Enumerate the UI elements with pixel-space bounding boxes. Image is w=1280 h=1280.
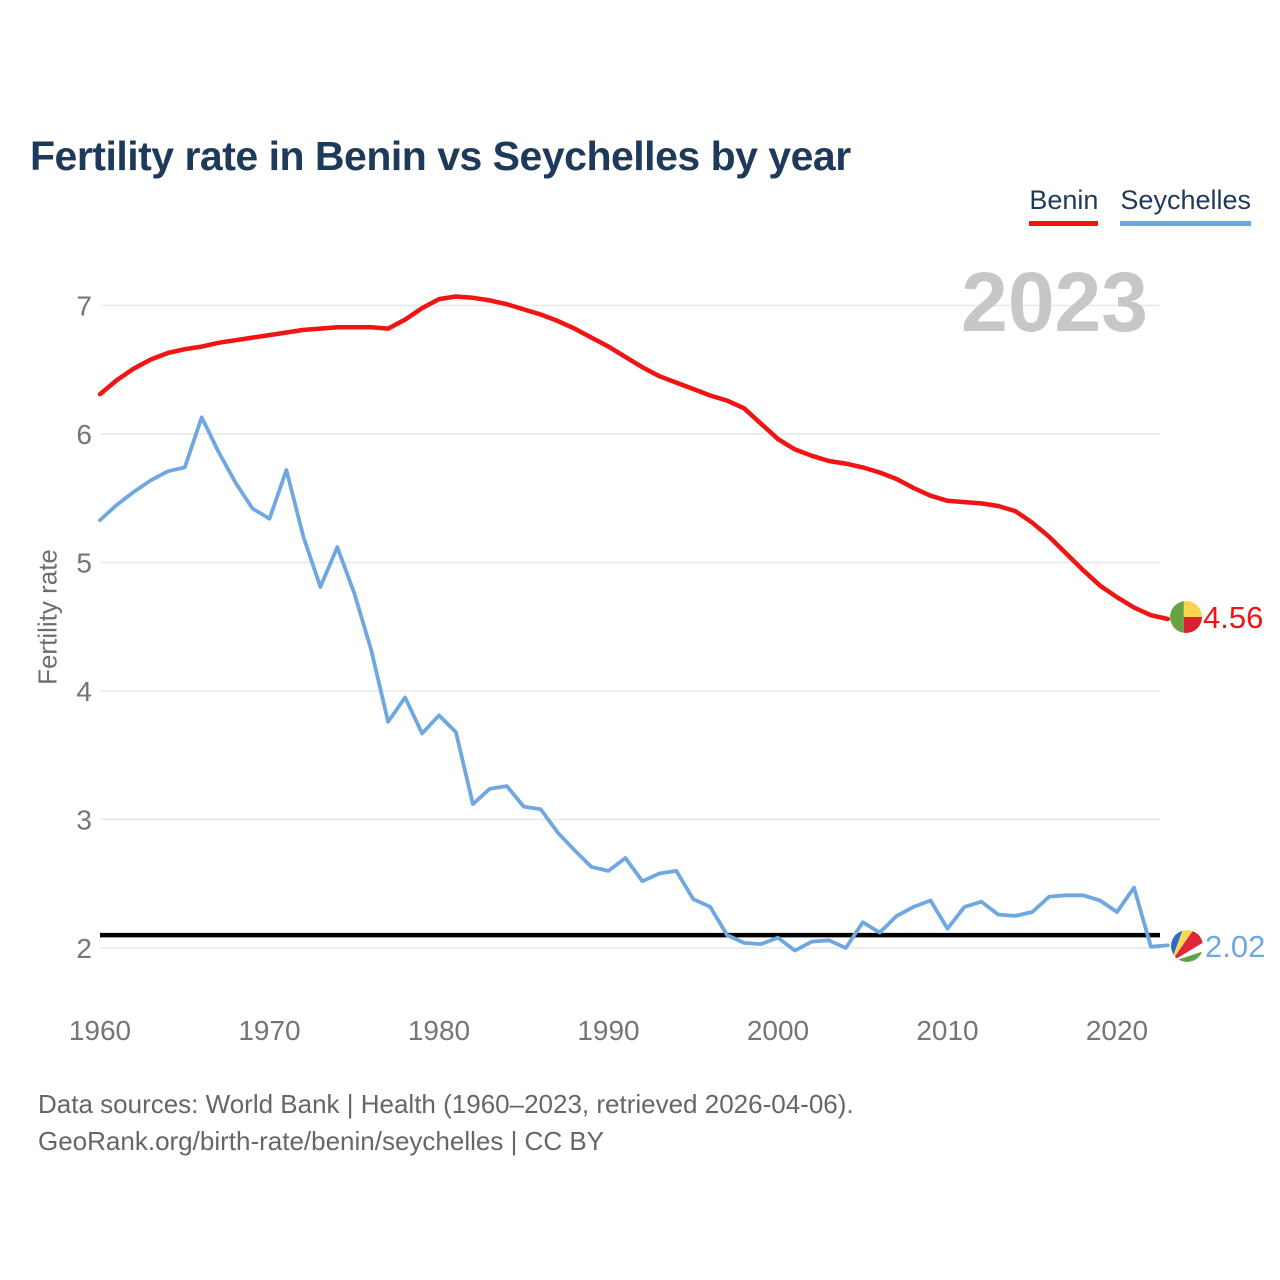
y-tick-label: 4 — [76, 676, 92, 707]
seychelles-flag-icon — [1171, 930, 1203, 962]
y-tick-label: 6 — [76, 419, 92, 450]
legend-label-benin: Benin — [1029, 185, 1099, 215]
x-tick-label: 2020 — [1086, 1015, 1148, 1046]
x-tick-label: 1990 — [577, 1015, 639, 1046]
benin-line — [97, 294, 1171, 622]
legend-item-benin[interactable]: Benin — [1029, 185, 1099, 226]
y-tick-label: 5 — [76, 548, 92, 579]
series-layer — [97, 294, 1171, 953]
seychelles-end-value: 2.02 — [1205, 929, 1266, 964]
x-tick-label: 1980 — [408, 1015, 470, 1046]
x-tick-label: 2000 — [747, 1015, 809, 1046]
x-tick-label: 2010 — [916, 1015, 978, 1046]
x-tick-label: 1960 — [69, 1015, 131, 1046]
legend-label-seychelles: Seychelles — [1120, 185, 1251, 215]
seychelles-line — [98, 415, 1170, 953]
benin-end-value: 4.56 — [1203, 600, 1264, 635]
tick-layer: 2 3 4 5 6 7 1960 1970 1980 1990 2000 2010 2020 — [69, 291, 1148, 1047]
footer-sources: Data sources: World Bank | Health (1960–… — [38, 1089, 854, 1119]
y-tick-label: 2 — [76, 933, 92, 964]
footer: Data sources: World Bank | Health (1960–… — [38, 1086, 854, 1160]
legend-item-seychelles[interactable]: Seychelles — [1120, 185, 1251, 226]
y-tick-label: 3 — [76, 805, 92, 836]
footer-attribution: GeoRank.org/birth-rate/benin/seychelles … — [38, 1125, 605, 1156]
grid-layer — [100, 304, 1160, 949]
year-watermark: 2023 — [961, 255, 1148, 349]
x-tick-label: 1970 — [238, 1015, 300, 1046]
benin-flag-icon — [1170, 601, 1202, 633]
y-tick-label: 7 — [76, 291, 92, 322]
legend: Benin Seychelles — [1029, 185, 1251, 226]
page-title: Fertility rate in Benin vs Seychelles by… — [30, 133, 851, 180]
